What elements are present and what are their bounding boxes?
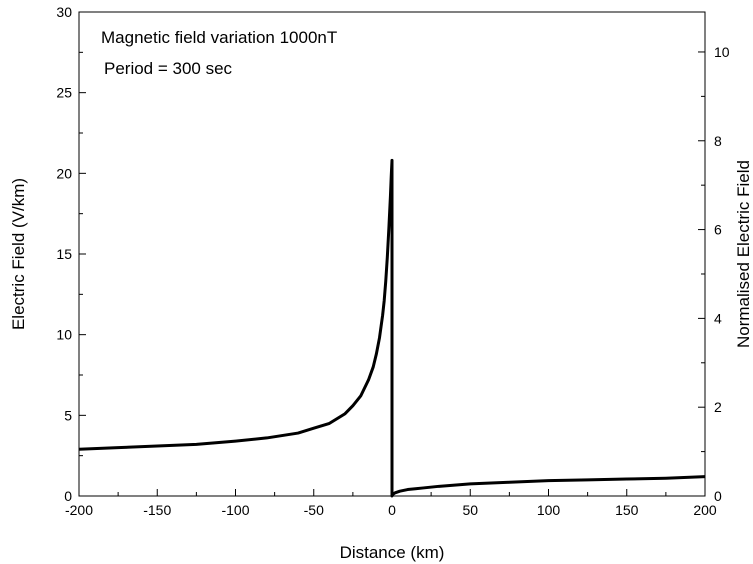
x-tick-label: -50	[304, 502, 324, 518]
y-tick-label: 15	[56, 246, 72, 262]
y2-axis-ticks: 0 2 4 6 8 10	[698, 44, 730, 504]
y-tick-label: 30	[56, 4, 72, 20]
x-axis-ticks: -200 -150 -100 -50 0 50 100 150 200	[65, 489, 717, 518]
y-axis-title: Electric Field (V/km)	[9, 178, 28, 330]
x-tick-label: 200	[693, 502, 717, 518]
y-tick-label: 20	[56, 165, 72, 181]
x-tick-label: -150	[143, 502, 171, 518]
x-tick-label: -100	[221, 502, 249, 518]
x-tick-label: 150	[615, 502, 639, 518]
x-tick-label: -200	[65, 502, 93, 518]
y2-tick-label: 10	[714, 44, 730, 60]
electric-field-line	[78, 158, 706, 498]
y-tick-label: 5	[64, 407, 72, 423]
annotation-magnetic-field: Magnetic field variation 1000nT	[101, 28, 337, 47]
x-axis-title: Distance (km)	[340, 543, 445, 562]
y-tick-label: 25	[56, 85, 72, 101]
x-tick-label: 0	[388, 502, 396, 518]
annotation-period: Period = 300 sec	[104, 59, 233, 78]
y2-axis-title: Normalised Electric Field	[734, 160, 753, 348]
y2-tick-label: 4	[714, 310, 722, 326]
y2-tick-label: 6	[714, 222, 722, 238]
y-tick-label: 10	[56, 327, 72, 343]
y2-tick-label: 2	[714, 399, 722, 415]
y-tick-label: 0	[64, 488, 72, 504]
y2-tick-label: 0	[714, 488, 722, 504]
x-tick-label: 100	[537, 502, 561, 518]
y-axis-ticks: 0 5 10 15 20 25 30	[56, 4, 86, 504]
x-tick-label: 50	[462, 502, 478, 518]
y2-tick-label: 8	[714, 133, 722, 149]
